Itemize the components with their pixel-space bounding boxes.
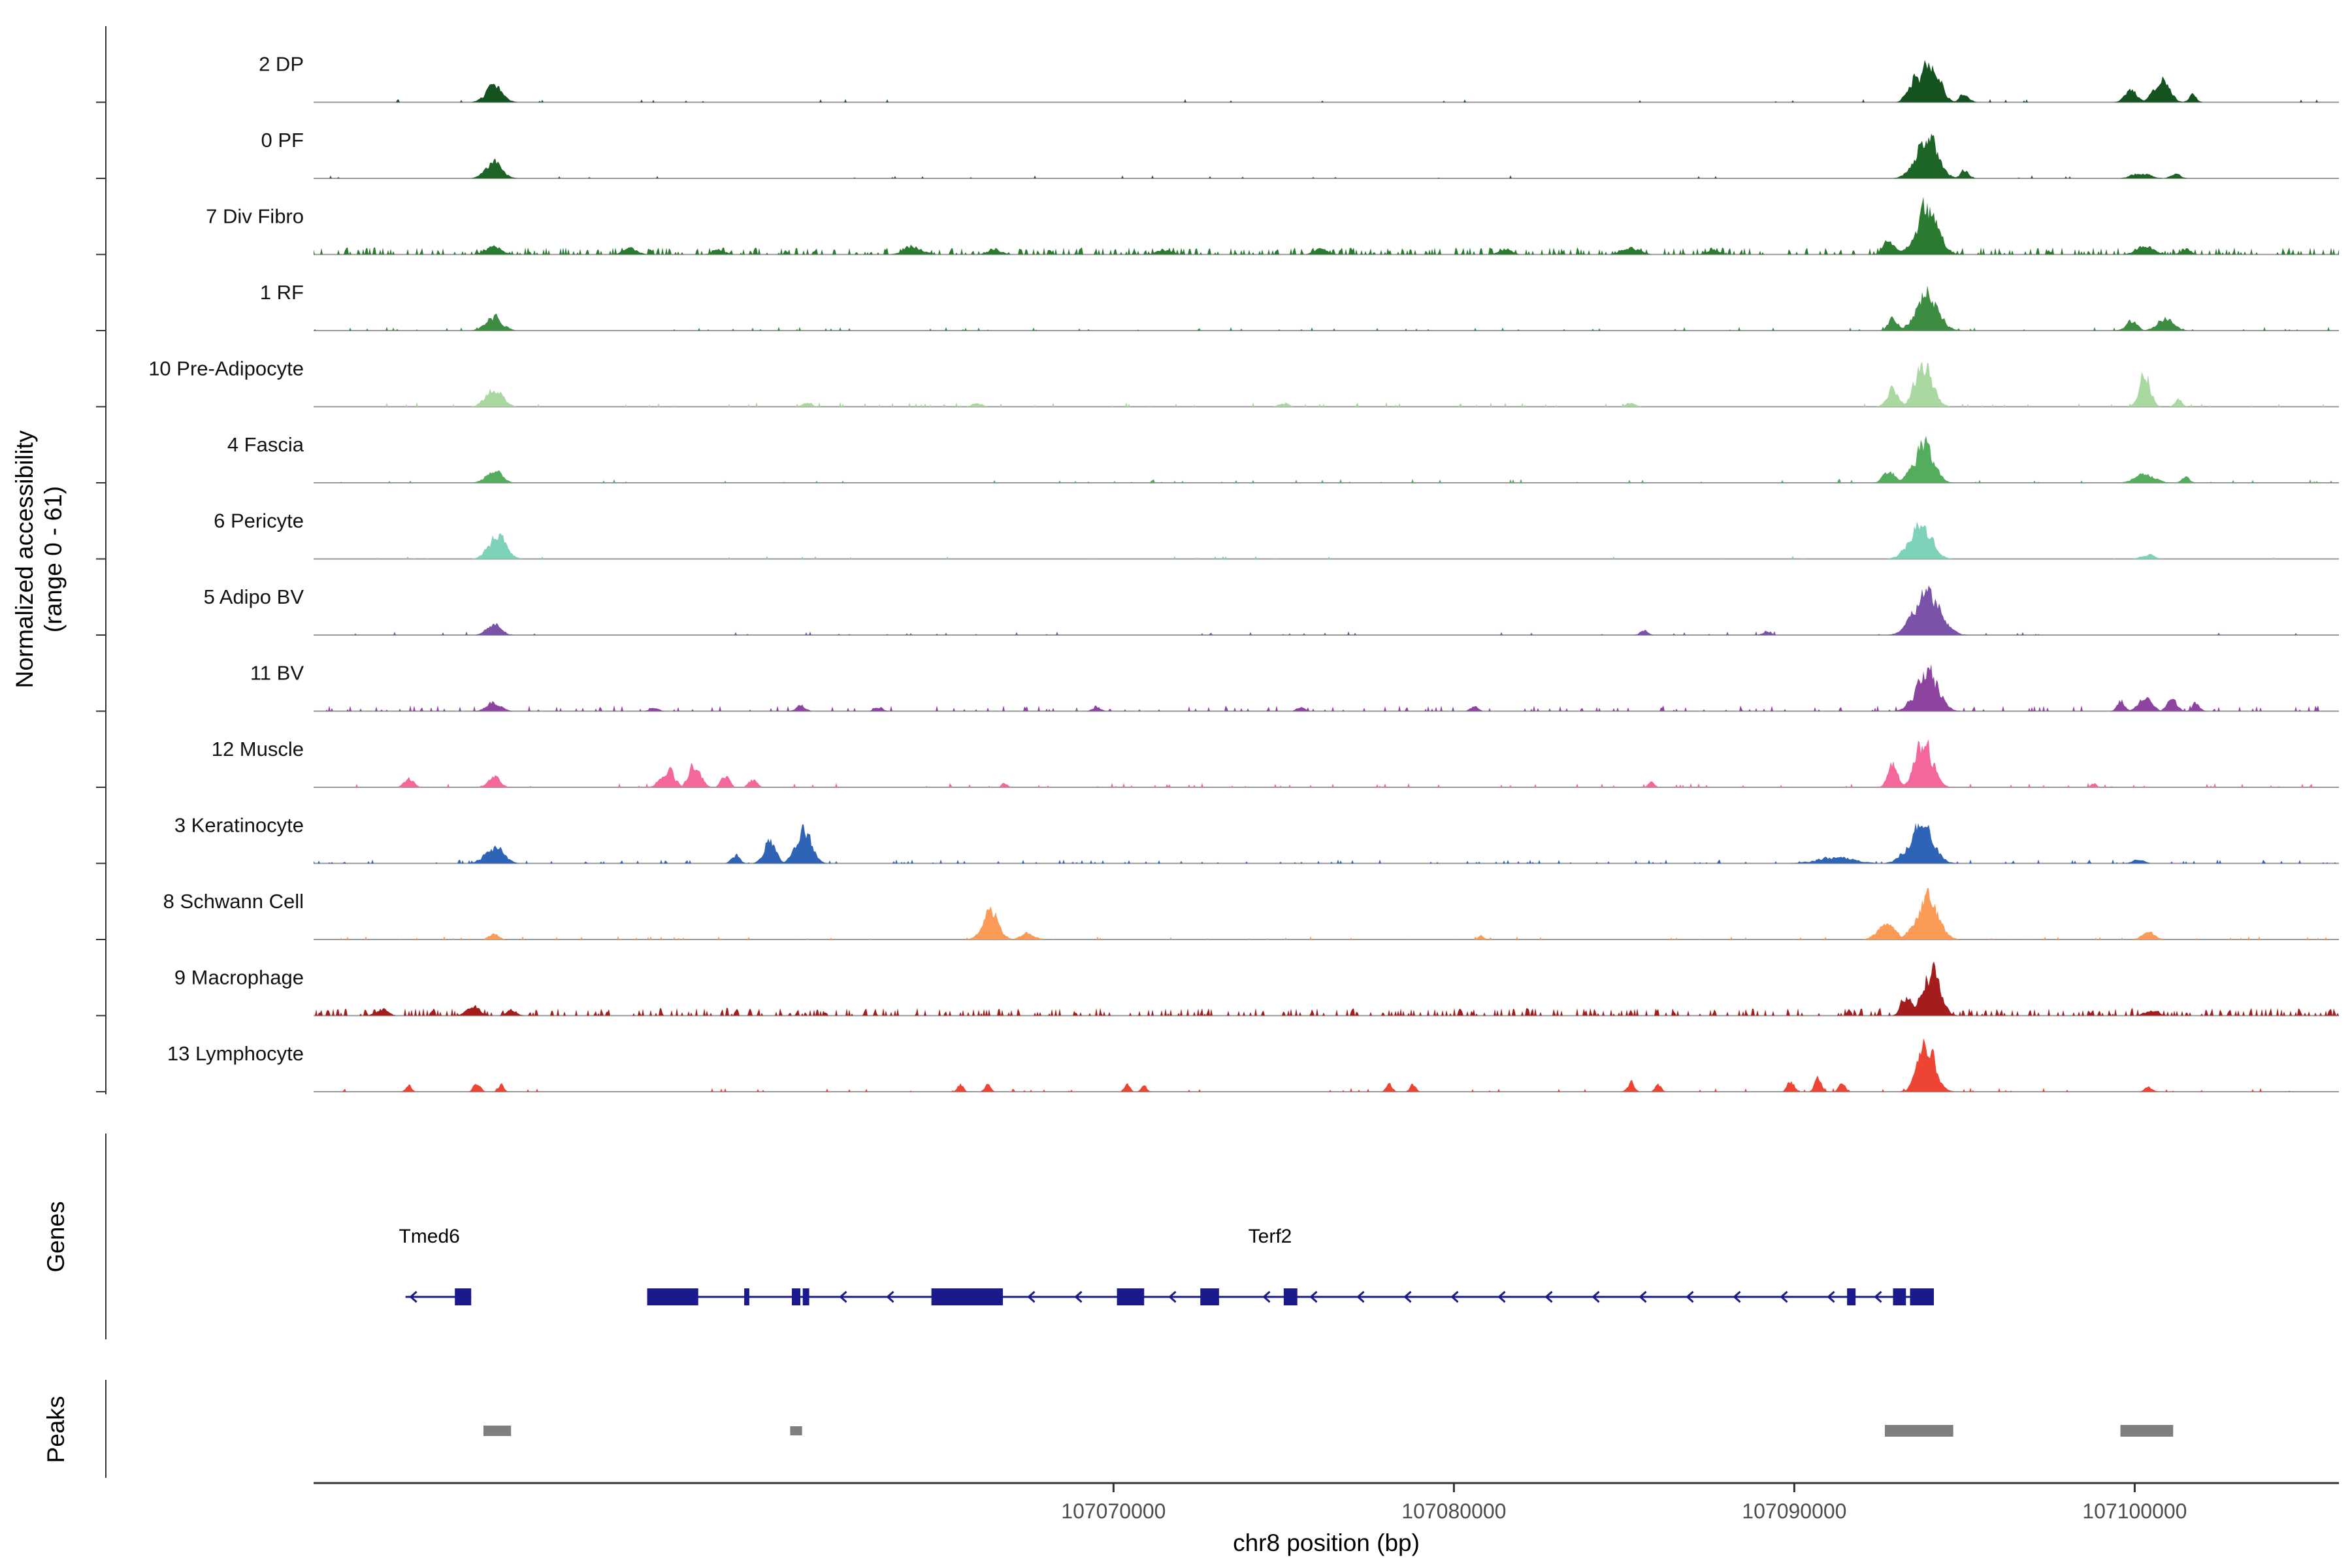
accessibility-track: 7 Div Fibro	[96, 197, 2339, 255]
accessibility-track: 8 Schwann Cell	[96, 888, 2339, 940]
peak-region	[483, 1426, 512, 1436]
accessibility-track: 10 Pre-Adipocyte	[96, 357, 2339, 408]
x-tick-label: 107090000	[1742, 1499, 1846, 1523]
gene-exon	[1117, 1288, 1145, 1305]
track-label: 5 Adipo BV	[204, 585, 304, 608]
gene-name: Tmed6	[399, 1226, 459, 1247]
peaks-section-label: Peaks	[42, 1396, 69, 1463]
strand-arrow-icon	[1780, 1290, 1788, 1303]
track-signal	[314, 361, 2339, 407]
track-label: 12 Muscle	[212, 738, 304, 760]
track-label: 1 RF	[260, 281, 304, 304]
y-axis-label-line2: (range 0 - 61)	[40, 486, 67, 632]
accessibility-track: 13 Lymphocyte	[96, 1038, 2339, 1092]
strand-arrow-icon	[1403, 1290, 1412, 1303]
accessibility-track: 9 Macrophage	[96, 961, 2339, 1017]
gene-exon	[1910, 1288, 1934, 1305]
track-signal	[314, 664, 2339, 711]
strand-arrow-icon	[1356, 1290, 1365, 1303]
x-tick-label: 107100000	[2082, 1499, 2187, 1523]
accessibility-track: 3 Keratinocyte	[96, 814, 2339, 864]
strand-arrow-icon	[1168, 1290, 1177, 1303]
accessibility-track: 1 RF	[96, 281, 2339, 331]
strand-arrow-icon	[839, 1290, 847, 1303]
strand-arrow-icon	[1027, 1290, 1036, 1303]
accessibility-track: 6 Pericyte	[96, 510, 2339, 560]
x-axis-title: chr8 position (bp)	[1233, 1529, 1420, 1556]
track-label: 13 Lymphocyte	[167, 1042, 304, 1065]
gene: Terf2	[647, 1226, 1934, 1305]
track-signal	[314, 888, 2339, 939]
strand-arrow-icon	[1450, 1290, 1459, 1303]
track-signal	[314, 1038, 2339, 1092]
accessibility-track: 11 BV	[96, 662, 2339, 712]
strand-arrow-icon	[1874, 1290, 1882, 1303]
gene-exon	[744, 1288, 749, 1305]
track-label: 9 Macrophage	[174, 966, 304, 989]
x-tick-label: 107070000	[1061, 1499, 1166, 1523]
track-signal	[314, 285, 2339, 331]
track-label: 7 Div Fibro	[206, 205, 304, 228]
strand-arrow-icon	[1544, 1290, 1553, 1303]
gene-exon	[931, 1288, 1004, 1305]
genes-panel: Tmed6 Terf2	[105, 1134, 1934, 1339]
track-label: 3 Keratinocyte	[174, 814, 304, 837]
gene-exon	[1200, 1288, 1219, 1305]
accessibility-track: 4 Fascia	[96, 433, 2339, 483]
gene: Tmed6	[399, 1226, 472, 1305]
x-tick-label: 107080000	[1401, 1499, 1506, 1523]
accessibility-track: 0 PF	[96, 129, 2339, 179]
accessibility-track: 5 Adipo BV	[96, 585, 2339, 636]
strand-arrow-icon	[409, 1290, 417, 1303]
track-signal	[314, 436, 2339, 483]
track-signal	[314, 197, 2339, 255]
track-label: 10 Pre-Adipocyte	[148, 357, 304, 380]
strand-arrow-icon	[1639, 1290, 1647, 1303]
track-label: 0 PF	[261, 129, 304, 152]
gene-exon	[647, 1288, 698, 1305]
accessibility-track: 2 DP	[96, 53, 2339, 103]
track-label: 11 BV	[250, 662, 304, 685]
gene-exon	[1283, 1288, 1298, 1305]
strand-arrow-icon	[1497, 1290, 1506, 1303]
strand-arrow-icon	[1262, 1290, 1271, 1303]
track-signal	[314, 823, 2339, 864]
track-label: 4 Fascia	[227, 433, 304, 456]
strand-arrow-icon	[1074, 1290, 1083, 1303]
peak-region	[1884, 1425, 1953, 1437]
strand-arrow-icon	[1827, 1290, 1835, 1303]
strand-arrow-icon	[1309, 1290, 1318, 1303]
gene-name: Terf2	[1249, 1226, 1292, 1247]
y-axis-label-line1: Normalized accessibility	[11, 430, 38, 688]
track-signal	[314, 961, 2339, 1016]
gene-exon	[1893, 1288, 1906, 1305]
track-label: 6 Pericyte	[214, 510, 304, 532]
strand-arrow-icon	[1592, 1290, 1600, 1303]
peak-region	[2120, 1425, 2174, 1437]
strand-arrow-icon	[1686, 1290, 1694, 1303]
peak-region	[790, 1426, 802, 1435]
peaks-panel	[105, 1380, 2174, 1478]
genes-section-label: Genes	[42, 1201, 69, 1272]
strand-arrow-icon	[886, 1290, 894, 1303]
accessibility-tracks-panel: 2 DP 0 PF 7 Div Fibro 1 RF 10 Pre-Adipocyte 4…	[96, 26, 2339, 1094]
gene-exon	[792, 1288, 801, 1305]
track-signal	[314, 59, 2339, 103]
track-signal	[314, 521, 2339, 559]
track-signal	[314, 133, 2339, 178]
accessibility-track: 12 Muscle	[96, 738, 2339, 788]
track-signal	[314, 739, 2339, 787]
gene-exon	[1847, 1288, 1856, 1305]
x-axis: 107070000 107080000 107090000 107100000	[314, 1482, 2339, 1523]
gene-exon	[455, 1288, 472, 1305]
gene-exon	[802, 1288, 809, 1305]
track-label: 2 DP	[259, 53, 304, 76]
track-label: 8 Schwann Cell	[163, 890, 304, 913]
strand-arrow-icon	[1733, 1290, 1741, 1303]
track-signal	[314, 585, 2339, 635]
